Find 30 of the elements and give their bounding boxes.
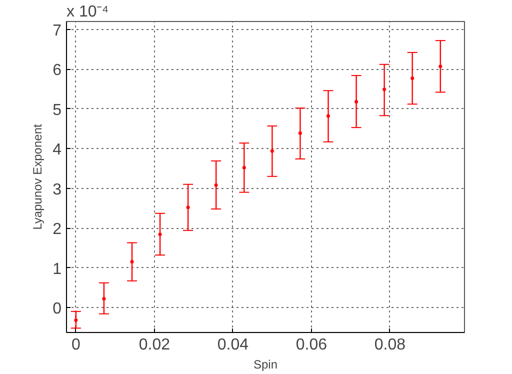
point (354, 100, 358, 104)
point (438, 64, 442, 68)
point (410, 76, 414, 80)
x-tick-label: 0.02 (138, 336, 170, 354)
y-axis-title: Lyapunov Exponent (30, 124, 45, 230)
y-tick-label: 6 (52, 62, 62, 80)
x-tick-label: 0.04 (217, 336, 249, 354)
point (298, 131, 302, 135)
y-tick-label: 5 (52, 102, 62, 119)
point (158, 232, 162, 236)
y-tick-label: 4 (52, 142, 62, 159)
point (382, 88, 386, 92)
text: x 10⁻⁴ (66, 4, 109, 20)
y-tick-label: 2 (52, 221, 62, 238)
x-axis-title: Spin (253, 358, 278, 372)
y-tick-label: 1 (52, 260, 62, 278)
point (130, 260, 134, 264)
point (74, 318, 78, 322)
x-tick-label: 0.08 (374, 336, 406, 354)
y-tick-label: 3 (52, 181, 62, 198)
x-tick-label: 0 (71, 336, 80, 354)
point (242, 166, 246, 170)
point (270, 149, 274, 153)
point (102, 296, 106, 300)
x-tick-label: 0.06 (296, 336, 328, 354)
y-tick-label: 0 (52, 300, 62, 318)
y-tick-label: 7 (52, 22, 62, 40)
point (214, 183, 218, 187)
point (326, 114, 330, 118)
point (186, 206, 190, 210)
